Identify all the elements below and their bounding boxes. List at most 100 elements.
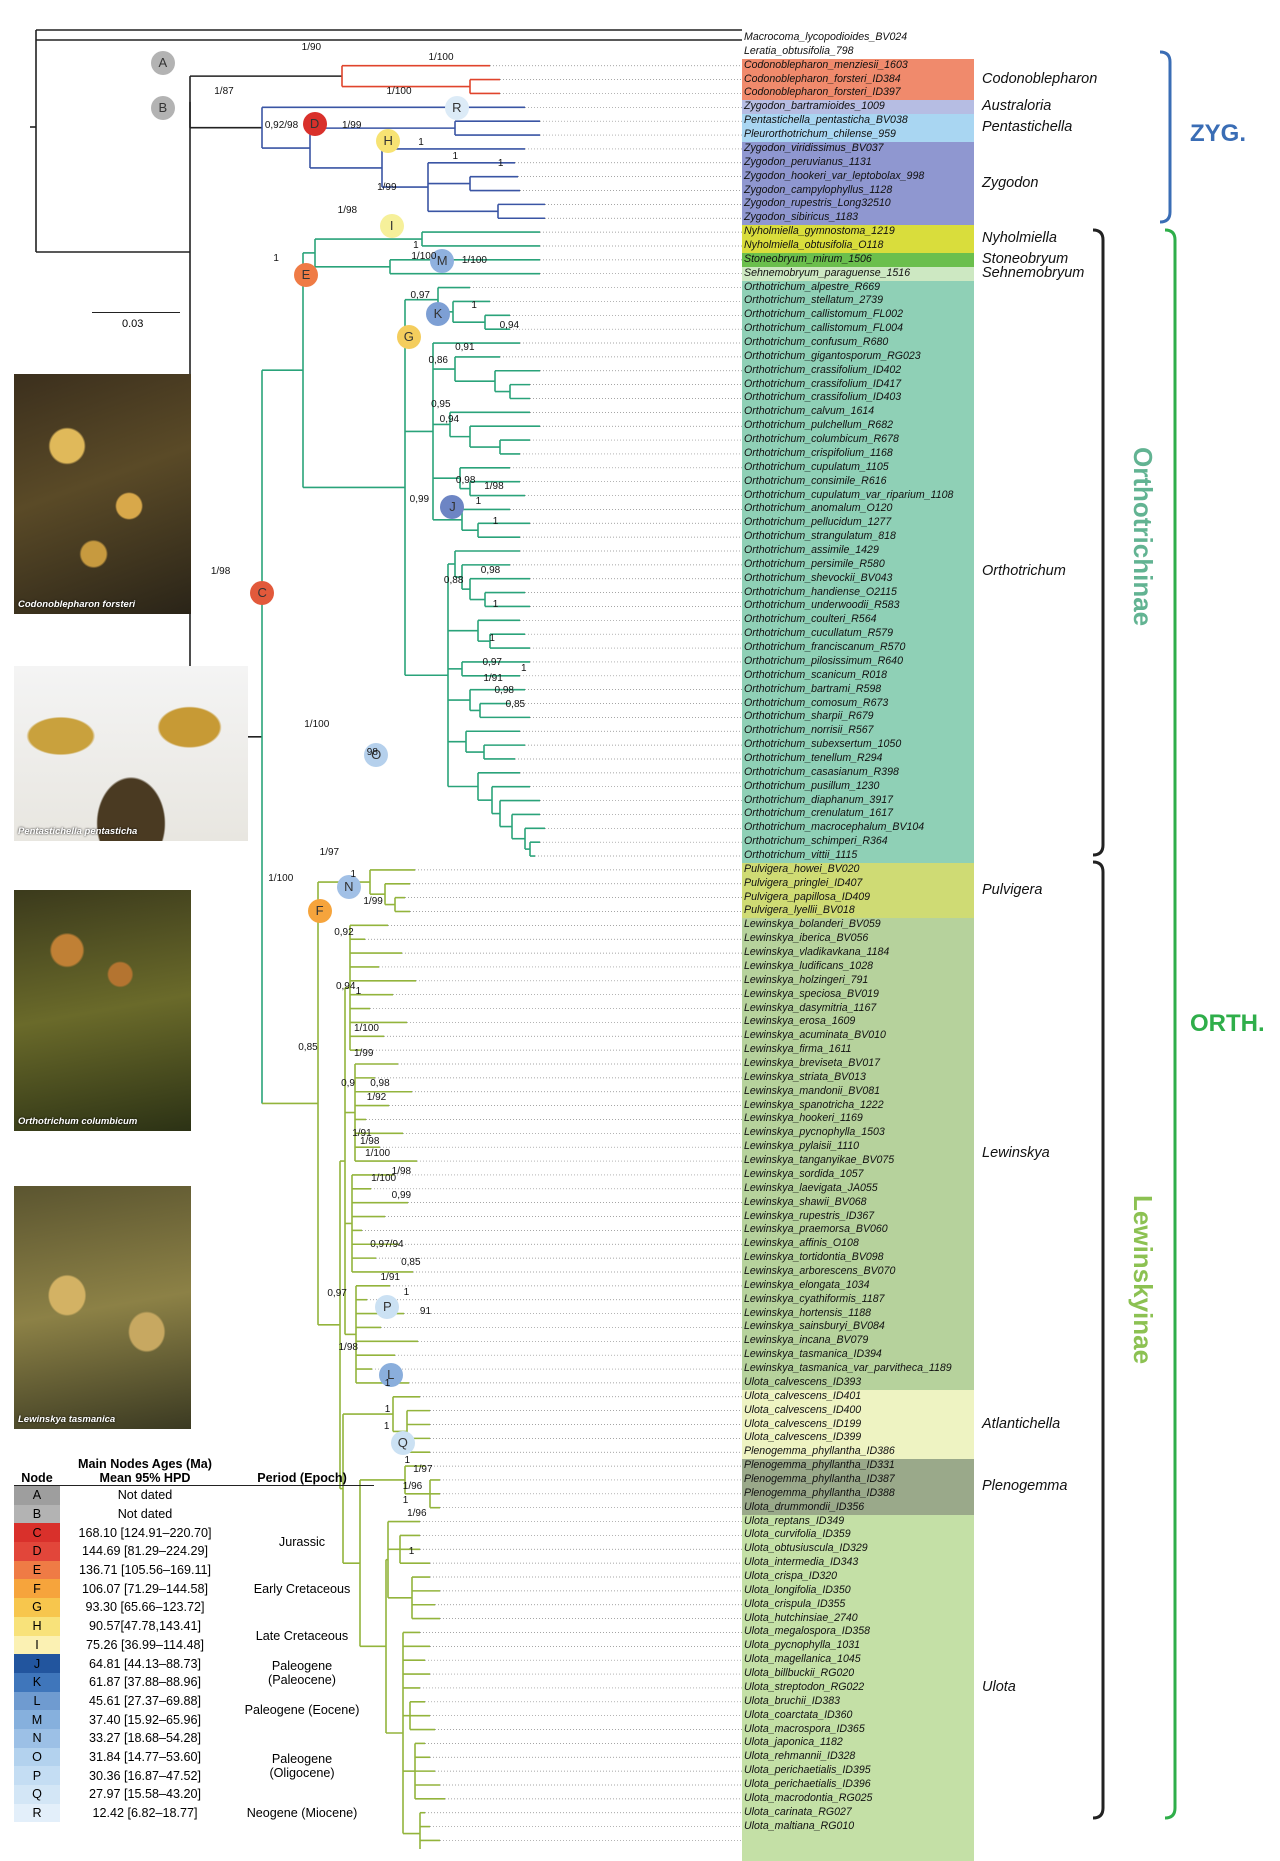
tip-label: Orthotrichum_columbicum_R678: [744, 433, 899, 446]
support-value: 0,97: [482, 657, 502, 669]
tip-label: Ulota_carinata_RG027: [744, 1805, 852, 1818]
support-value: 1: [384, 1403, 391, 1415]
tip-label: Ulota_maltiana_RG010: [744, 1819, 855, 1832]
tip-label: Ulota_calvescens_ID400: [744, 1403, 862, 1416]
support-value: 0,97/94: [370, 1239, 404, 1251]
tip-label: Orthotrichum_cupulatum_1105: [744, 460, 889, 473]
tip-label: Codonoblepharon_menziesii_1603: [744, 58, 908, 71]
tip-label: Orthotrichum_crassifolium_ID403: [744, 391, 902, 404]
tip-label: Lewinskya_acuminata_BV010: [744, 1029, 886, 1042]
tip-label: Orthotrichum_pulchellum_R682: [744, 419, 893, 432]
table-row: G 93.30 [65.66–123.72]: [14, 1598, 374, 1617]
table-row: B Not dated: [14, 1504, 374, 1524]
tip-label: Macrocoma_lycopodioides_BV024: [744, 31, 908, 43]
tip-label: Orthotrichum_pellucidum_1277: [744, 516, 892, 529]
node-marker-i: I: [379, 214, 404, 239]
support-value: 0,85: [505, 698, 526, 710]
tip-label: Lewinskya_sordida_1057: [744, 1167, 864, 1180]
support-value: 0,85: [298, 1042, 318, 1054]
age-cell: 37.40 [15.92–65.96]: [88, 1712, 202, 1727]
tip-label: Orthotrichum_callistomum_FL004: [744, 322, 903, 335]
support-value: 0,98: [480, 564, 501, 576]
tip-label: Codonoblepharon_forsteri_ID397: [744, 86, 901, 99]
tip-label: Lewinskya_rupestris_ID367: [744, 1209, 875, 1222]
tip-label: Lewinskya_arborescens_BV070: [744, 1264, 896, 1277]
node-cell: E: [14, 1560, 60, 1580]
tip-label: Lewinskya_firma_1611: [744, 1043, 852, 1056]
tip-label: Orthotrichum_consimile_R616: [744, 474, 887, 487]
tip-label: Ulota_calvescens_ID393: [744, 1375, 862, 1388]
tip-label: Orthotrichum_coulteri_R564: [744, 613, 877, 626]
tip-label: Ulota_reptans_ID349: [744, 1514, 845, 1527]
photo-caption: Lewinskya tasmanica: [18, 1414, 116, 1425]
age-cell: 27.97 [15.58–43.20]: [88, 1787, 202, 1802]
tip-label: Ulota_hutchinsiae_2740: [744, 1611, 858, 1624]
genus-band: [742, 862, 974, 919]
tip-label: Orthotrichum_stellatum_2739: [744, 294, 883, 307]
tip-label: Orthotrichum_crassifolium_ID402: [744, 363, 902, 376]
node-marker-n: N: [336, 874, 361, 899]
tip-label: Orthotrichum_crassifolium_ID417: [744, 377, 902, 390]
genus-label: Pulvigera: [982, 881, 1043, 898]
genus-band: [742, 225, 974, 253]
period-cell: Jurassic: [278, 1535, 326, 1550]
support-value: 1: [403, 1287, 410, 1299]
column-header-ages: Main Nodes Ages (Ma) Mean 95% HPD: [60, 1443, 230, 1486]
tip-label: Orthotrichum_gigantosporum_RG023: [744, 349, 921, 362]
node-cell: G: [14, 1598, 60, 1617]
tip-label: Nyholmiella_obtusifolia_O118: [744, 238, 884, 251]
support-value: 0,9: [341, 1078, 355, 1090]
tip-label: Ulota_intermedia_ID343: [744, 1556, 859, 1569]
support-value: 1: [402, 1494, 409, 1506]
genus-band: [742, 1389, 974, 1460]
age-cell: Not dated: [117, 1488, 173, 1503]
tip-label: Pulvigera_howei_BV020: [744, 862, 860, 875]
tip-label: Ulota_streptodon_RG022: [744, 1680, 865, 1693]
node-cell: N: [14, 1728, 60, 1748]
period-cell: [230, 1505, 374, 1524]
support-value: 1/100: [365, 1147, 391, 1159]
tip-label: Ulota_drummondii_ID356: [744, 1500, 865, 1513]
photo-orthotrichum-columbicum: Orthotrichum columbicum: [14, 890, 191, 1131]
tip-label: Zygodon_sibiricus_1183: [744, 211, 859, 224]
support-value: 1: [383, 1421, 390, 1433]
age-cell: 136.71 [105.56–169.11]: [78, 1563, 212, 1578]
node-marker-k: K: [425, 301, 450, 326]
genus-band: [742, 280, 974, 863]
tip-label: Lewinskya_breviseta_BV017: [744, 1057, 881, 1069]
tip-label: Orthotrichum_assimile_1429: [744, 544, 879, 556]
support-value: 1/98: [391, 1165, 412, 1177]
support-value: 1/99: [341, 120, 362, 132]
support-value: 1/98: [210, 565, 231, 577]
tip-label: Ulota_macrospora_ID365: [744, 1722, 865, 1735]
tip-label: Orthotrichum_diaphanum_3917: [744, 793, 893, 806]
genus-label: Atlantichella: [982, 1415, 1061, 1432]
table-row: A Not dated: [14, 1485, 374, 1505]
period-cell: [230, 1486, 374, 1505]
node-marker-e: E: [293, 263, 318, 288]
tip-label: Orthotrichum_shevockii_BV043: [744, 571, 893, 584]
period-cell: Early Cretaceous: [253, 1581, 351, 1596]
support-value: 0,98: [455, 474, 476, 486]
genus-band: [742, 100, 974, 115]
node-cell: P: [14, 1766, 60, 1785]
support-value: 1/98: [484, 480, 504, 492]
column-header-node: Node: [14, 1443, 60, 1486]
node-cell: I: [14, 1635, 60, 1655]
tip-label: Orthotrichum_calvum_1614: [744, 405, 875, 418]
tip-label: Orthotrichum_subexsertum_1050: [744, 738, 902, 751]
node-cell: H: [14, 1616, 60, 1636]
tip-label: Orthotrichum_franciscanum_R570: [744, 641, 906, 654]
support-value: 1/100: [304, 719, 330, 731]
age-cell: 144.69 [81.29–224.29]: [81, 1544, 209, 1559]
tip-label: Leratia_obtusifolia_798: [744, 44, 854, 57]
photo-caption: Pentastichella pentasticha: [18, 826, 138, 837]
node-marker-p: P: [375, 1294, 400, 1319]
age-cell: 12.42 [6.82–18.77]: [92, 1806, 198, 1821]
genus-band: [742, 1514, 974, 1861]
support-value: 1: [521, 662, 527, 674]
tip-label: Ulota_longifolia_ID350: [744, 1583, 851, 1596]
photo-caption: Orthotrichum columbicum: [18, 1116, 138, 1127]
table-row: P 30.36 [16.87–47.52]: [14, 1766, 374, 1785]
node-ages-table: Node Main Nodes Ages (Ma) Mean 95% HPD P…: [14, 1443, 374, 1823]
